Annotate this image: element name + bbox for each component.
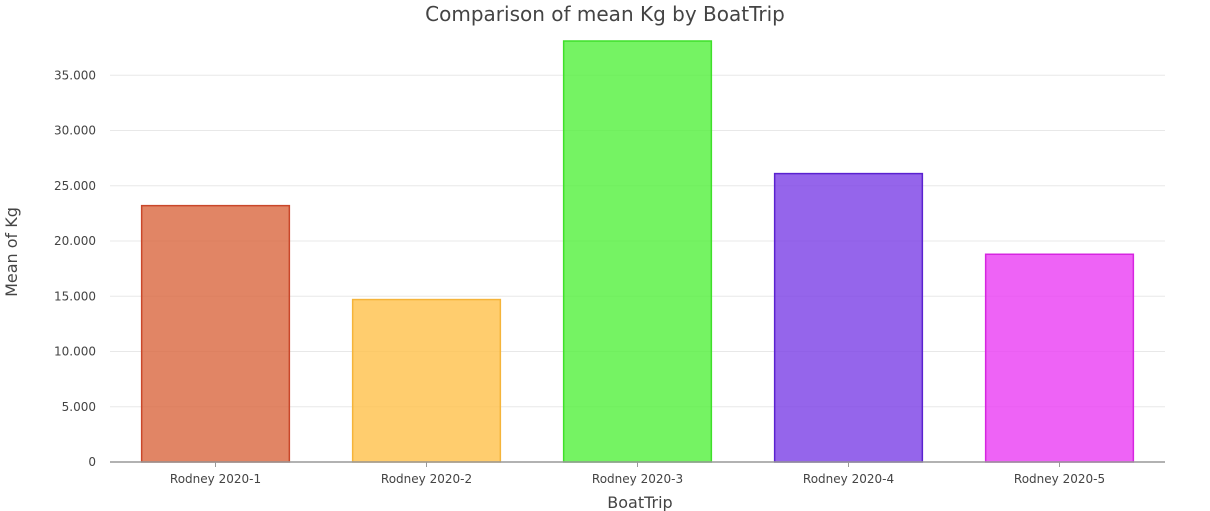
y-tick-label: 30.000 <box>54 124 96 138</box>
x-tick-label: Rodney 2020-3 <box>592 472 683 486</box>
x-tick-label: Rodney 2020-5 <box>1014 472 1105 486</box>
bar <box>562 40 713 463</box>
x-axis-title: BoatTrip <box>607 493 672 511</box>
y-axis-ticks: 0 5.000 10.000 15.000 20.000 25.000 30.000 35.0… <box>54 68 96 469</box>
y-tick-label: 5.000 <box>62 400 96 414</box>
x-tick-label: Rodney 2020-1 <box>170 472 261 486</box>
y-tick-label: 20.000 <box>54 234 96 248</box>
y-tick-label: 10.000 <box>54 345 96 359</box>
bar <box>351 298 502 463</box>
y-tick-label: 25.000 <box>54 179 96 193</box>
bar <box>984 253 1135 463</box>
y-tick-label: 0 <box>88 455 96 469</box>
bars <box>140 40 1135 463</box>
y-tick-label: 15.000 <box>54 289 96 303</box>
bar <box>140 204 291 463</box>
y-axis-title: Mean of Kg <box>2 207 21 297</box>
x-tick-label: Rodney 2020-2 <box>381 472 472 486</box>
y-tick-label: 35.000 <box>54 68 96 82</box>
bar <box>773 172 924 463</box>
x-tick-label: Rodney 2020-4 <box>803 472 894 486</box>
chart-title: Comparison of mean Kg by BoatTrip <box>425 2 785 26</box>
x-axis-ticks: Rodney 2020-1 Rodney 2020-2 Rodney 2020-3 R… <box>170 462 1105 486</box>
